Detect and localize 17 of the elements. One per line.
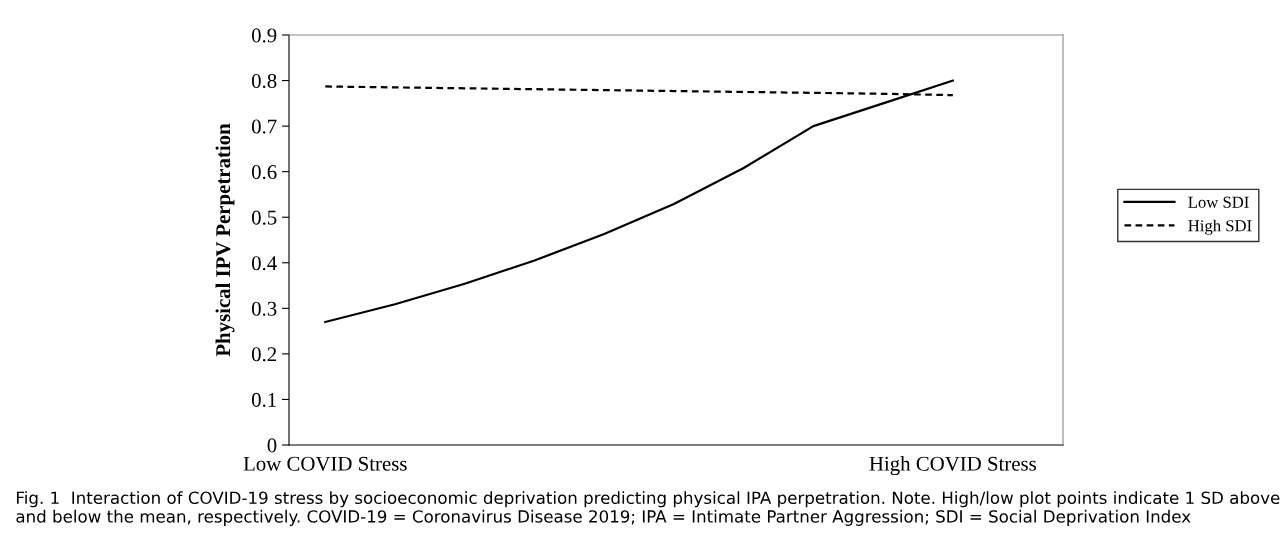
legend-label: High SDI	[1188, 219, 1252, 235]
y-tick-label: 0.5	[251, 210, 277, 225]
line-series	[324, 79, 954, 324]
x-tick-label: Low COVID Stress	[243, 456, 407, 471]
y-tick-label: 0.4	[251, 256, 277, 271]
y-tick-label: 0.6	[251, 165, 277, 180]
legend-label: Low SDI	[1188, 196, 1249, 208]
caption: Fig. 1 Interaction of COVID-19 stress by socioeconomic deprivation predicting physical IPA perpetration. Note. High/low plot points indicate 1 SD above and below the mean, respectively. COVID-19 = Coronavirus Disease 2019; IPA = Intimate Partner Aggression; SDI = Social Deprivation Index	[16, 491, 1280, 526]
y-tick-label: 0.1	[251, 392, 276, 407]
x-tick-label: High COVID Stress	[869, 456, 1036, 476]
y-tick-label: 0.9	[251, 28, 277, 43]
y-tick-label: 0.3	[251, 301, 277, 316]
y-tick-label: 0.8	[251, 73, 277, 89]
y-tick-label: 0	[267, 438, 277, 453]
y-axis-title: Physical IPV Perpetration	[215, 123, 235, 357]
y-tick-label: 0.2	[251, 347, 277, 362]
y-tick-label: 0.7	[251, 119, 277, 134]
